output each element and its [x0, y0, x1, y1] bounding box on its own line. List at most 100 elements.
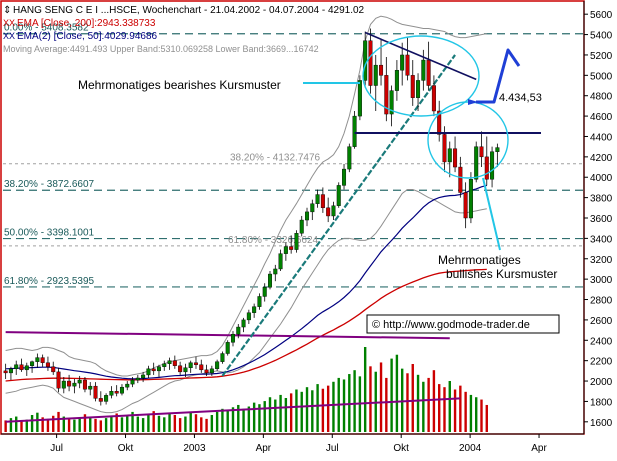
volume-bar: [316, 384, 319, 432]
volume-bar: [15, 416, 18, 432]
volume-bar: [295, 389, 298, 432]
volume-bar: [25, 419, 28, 432]
volume-bar: [268, 397, 272, 432]
candle-body: [405, 54, 410, 76]
candle-body: [156, 366, 161, 372]
volume-bar: [332, 381, 335, 432]
volume-bar: [200, 417, 203, 432]
y-axis: 1600 1800 2000 2200 2400 2600 2800 3000 3200 3400…: [584, 10, 613, 429]
candle-body: [167, 360, 172, 364]
volume-bar: [141, 418, 145, 432]
volume-bar: [395, 354, 399, 432]
y-tick-label: 4600: [590, 112, 613, 123]
candle-body: [315, 194, 320, 204]
candle-body: [241, 319, 246, 328]
lower-purple-trendline: [5, 397, 461, 423]
volume-bar: [52, 415, 55, 432]
candle-body: [188, 362, 193, 369]
volume-bar: [252, 402, 256, 432]
candle-body: [183, 367, 188, 373]
header-marker-2: XX: [3, 18, 15, 28]
header-marker-3: XX: [3, 31, 15, 41]
volume-bar: [422, 381, 425, 432]
candle-body: [130, 379, 135, 385]
candle-body: [437, 110, 442, 135]
candle-body: [61, 380, 66, 389]
candle-body: [146, 368, 151, 376]
candle-body: [431, 85, 436, 112]
candles-layer: [3, 28, 500, 406]
volume-bar: [258, 404, 261, 432]
volume-bar: [263, 401, 266, 432]
candle-body: [447, 148, 452, 163]
volume-bar: [326, 385, 330, 432]
candle-body: [352, 115, 357, 147]
candle-body: [479, 146, 484, 158]
candle-body: [342, 168, 347, 186]
upper-purple-trendline: [5, 331, 450, 340]
y-tick-label: 4400: [590, 132, 613, 143]
candle-body: [230, 333, 235, 343]
volume-bar: [20, 421, 23, 432]
volume-bar: [448, 381, 451, 432]
volume-bar: [94, 418, 97, 432]
volume-bar: [469, 394, 473, 432]
volume-bar: [110, 415, 113, 432]
candle-body: [51, 366, 56, 373]
candle-body: [463, 192, 468, 219]
y-tick-label: 3200: [590, 255, 613, 266]
candle-body: [310, 203, 315, 213]
copyright-box: [366, 314, 560, 334]
volume-bar: [4, 420, 7, 432]
candle-body: [141, 374, 146, 379]
volume-bar: [464, 391, 467, 432]
candle-body: [490, 151, 495, 180]
candle-body: [273, 268, 278, 275]
volume-bar: [210, 415, 214, 432]
x-tick-label: Okt: [118, 443, 134, 454]
candle-body: [410, 75, 415, 98]
header-marker-1: ⇕: [3, 5, 11, 16]
volume-bar: [289, 393, 293, 432]
candle-body: [236, 326, 241, 335]
candle-body: [400, 54, 405, 71]
volume-bar: [342, 379, 346, 432]
candle-body: [468, 179, 473, 219]
volume-bar: [348, 374, 351, 432]
x-axis: AprJulOkt2003AprJulOkt2004Apr: [50, 434, 547, 454]
candle-body: [209, 368, 214, 374]
volume-bar: [57, 411, 60, 432]
volume-bar: [321, 388, 325, 432]
candle-body: [14, 364, 19, 370]
x-tick-label: Okt: [393, 443, 409, 454]
volume-bar: [136, 416, 140, 432]
volume-bar: [173, 415, 177, 432]
volume-bar: [305, 387, 309, 432]
y-tick-label: 4000: [590, 173, 613, 184]
volume-bar: [416, 374, 420, 432]
x-tick-label: 2003: [183, 443, 206, 454]
volume-bar: [480, 399, 483, 432]
candle-body: [3, 370, 8, 374]
y-tick-label: 2600: [590, 316, 613, 327]
y-tick-label: 4200: [590, 153, 613, 164]
volume-bar: [131, 411, 134, 432]
candle-body: [484, 156, 489, 180]
volume-bar: [274, 399, 277, 432]
volume-bar: [205, 418, 208, 432]
volume-bar: [311, 390, 314, 432]
y-tick-label: 4800: [590, 92, 613, 103]
candle-body: [458, 166, 463, 193]
volume-bar: [215, 411, 219, 432]
candle-body: [283, 246, 288, 254]
candle-body: [495, 147, 500, 152]
y-tick-label: 2000: [590, 377, 613, 388]
candle-body: [421, 59, 426, 81]
y-tick-label: 5400: [590, 31, 613, 42]
trendlines-layer: [5, 54, 461, 423]
candle-body: [162, 363, 167, 367]
annotation-overlay-layer: [303, 31, 541, 251]
volume-bar: [363, 347, 367, 432]
candle-body: [220, 353, 225, 362]
candle-body: [373, 64, 378, 86]
